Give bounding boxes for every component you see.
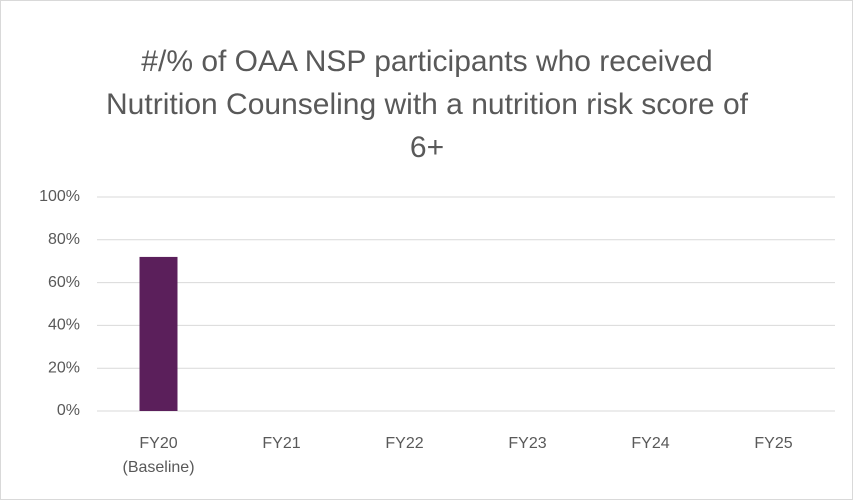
x-tick-label: FY25 <box>754 435 793 452</box>
x-tick-label: FY20 (Baseline) <box>122 435 195 476</box>
x-tick-label: FY22 <box>385 435 424 452</box>
x-tick-label: FY24 <box>631 435 670 452</box>
y-tick-label: 20% <box>48 359 80 376</box>
chart-title: #/% of OAA NSP participants who received… <box>106 45 748 164</box>
bar <box>139 256 178 411</box>
y-tick-label: 60% <box>48 274 80 291</box>
x-tick-label: FY23 <box>508 435 547 452</box>
x-tick-label: FY21 <box>262 435 301 452</box>
y-tick-label: 80% <box>48 231 80 248</box>
y-tick-label: 40% <box>48 317 80 334</box>
y-tick-label: 100% <box>39 188 80 205</box>
y-tick-label: 0% <box>57 402 80 419</box>
